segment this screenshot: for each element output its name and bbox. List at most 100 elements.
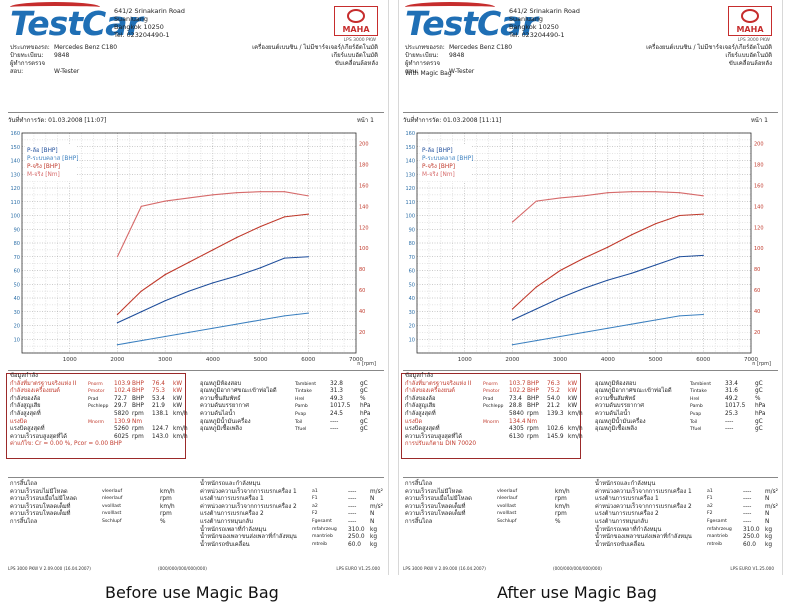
env-unit: gC xyxy=(755,388,763,395)
slip-row: ความเร็วรอบโหลดเต็มที่ nvolllast rpm xyxy=(405,510,585,518)
mass-value: ---- xyxy=(348,488,357,495)
y-right-tick-label: 200 xyxy=(359,141,369,147)
series-point-2 xyxy=(212,249,214,251)
series-point-0 xyxy=(259,267,262,269)
engine-info-line: เครื่องยนต์เบนซิน / ไม่มีชาร์จเจอร์/เกีย… xyxy=(646,44,772,51)
info-label: ผู้ทำการตรวจสอบ: xyxy=(405,60,441,75)
plot-frame xyxy=(21,132,357,354)
environment-row: อุณหภูมิห้องสอบ Tambient 33.4 gC xyxy=(595,381,780,389)
result-unit-2: kW xyxy=(173,388,183,395)
y-left-tick-label: 70 xyxy=(409,255,415,261)
series-point-3 xyxy=(307,195,309,197)
slip-symbol: vleerlauf xyxy=(102,488,123,494)
result-value-1: 4305 xyxy=(509,426,524,433)
legend-entry: P-ล้อ [BHP] xyxy=(422,147,453,154)
series-line-0 xyxy=(512,254,704,321)
mass-unit: kg xyxy=(370,526,378,533)
result-value-2: 139.3 xyxy=(547,410,564,417)
mass-label: น้ำหนักรถขับเคลื่อน xyxy=(595,541,645,548)
env-unit: gC xyxy=(360,388,368,395)
mass-row: ค่าหน่วงความเร็วจากการเบรกเครื่อง 1 a1 ---… xyxy=(595,488,781,496)
env-value: ---- xyxy=(725,418,734,425)
footer-version: LPS 3000 PKW V 2.09.000 (16.04.2007) xyxy=(8,566,91,571)
mass-unit: m/s² xyxy=(765,503,778,510)
y-left-tick-label: 30 xyxy=(14,310,20,316)
slip-row: ความเร็วรอบโหลดเต็มที่ vvolllast km/h xyxy=(10,503,190,511)
result-label: กำลังสูญเสีย xyxy=(405,403,436,410)
info-value: 9848 xyxy=(449,52,465,59)
y-left-tick-label: 110 xyxy=(405,200,415,206)
series-point-3 xyxy=(583,195,585,197)
y-left-tick-label: 40 xyxy=(14,296,20,302)
slip-row: ความเร็วรอบไม่มีโหลด vleerlauf km/h xyxy=(405,488,585,496)
y-right-tick-label: 200 xyxy=(754,141,764,147)
x-tick-label: 2000 xyxy=(505,357,519,363)
env-label: ความดันไอน้ำ xyxy=(200,410,236,417)
env-unit: gC xyxy=(755,426,763,433)
info-value: W-Tester xyxy=(449,68,475,75)
engine-info-line: ขับเคลื่อนล้อหลัง xyxy=(334,60,378,67)
y-right-tick-label: 20 xyxy=(754,330,760,336)
series-point-2 xyxy=(116,313,119,316)
slip-unit: km/h xyxy=(160,503,175,510)
env-symbol: Pamb xyxy=(690,404,703,410)
power-results: ข้อมูลกำลัง กำลังที่มาตรฐานจริงแห่ง II Pno… xyxy=(10,373,188,449)
env-unit: hPa xyxy=(360,403,371,410)
mass-row: ค่าหน่วงความเร็วจากการเบรกเครื่อง 1 a1 ---… xyxy=(200,488,386,496)
vehicle-info-row: ประเภทของรถ: Mercedes Benz C180 xyxy=(10,44,117,52)
legend-bg xyxy=(25,145,77,181)
slip-label: ความเร็วรอบไม่มีโหลด xyxy=(405,488,463,495)
y-right-tick-label: 180 xyxy=(754,162,764,168)
result-unit-1: BHP xyxy=(132,403,144,410)
mass-row: แรงต้านการเบรกเครื่อง 2 F2 ---- N xyxy=(200,510,386,518)
environment-row: อุณหภูมิเชื้อเพลิง Tfuel ---- gC xyxy=(595,426,780,434)
info-value: Mercedes Benz C180 xyxy=(54,44,118,51)
vehicle-info-row: ผู้ทำการตรวจสอบ: W-Tester xyxy=(405,60,512,76)
series-point-1 xyxy=(654,319,657,321)
result-label: กำลังของเครื่องยนต์ xyxy=(405,388,455,395)
slip-label: ความเร็วรอบโหลดเต็มที่ xyxy=(10,503,71,510)
x-tick-label: 1000 xyxy=(63,357,77,363)
mass-label: แรงต้านการเบรกเครื่อง 1 xyxy=(200,496,264,503)
mass-row: น้ำหนักของเพลาขนส่งเพลาที่กำลังหมุน mantr… xyxy=(595,533,781,541)
mass-label: ค่าหน่วงความเร็วจากการเบรกเครื่อง 1 xyxy=(200,488,297,495)
x-tick-label: 2000 xyxy=(110,357,124,363)
env-value: ---- xyxy=(725,426,734,433)
footer-euro: LPS EURO V1.25.000 xyxy=(730,566,774,571)
mass-symbol: mfahrzeug xyxy=(707,526,732,532)
maha-logo: MAHA xyxy=(334,6,378,36)
result-unit-2: km/h xyxy=(568,433,583,440)
legend-entry: M-จริง [Nm] xyxy=(422,171,455,178)
series-point-0 xyxy=(511,319,514,321)
y-left-tick-label: 40 xyxy=(409,296,415,302)
series-point-2 xyxy=(678,214,681,217)
mass-unit: N xyxy=(370,511,375,518)
series-line-1 xyxy=(512,313,704,346)
slip-unit: rpm xyxy=(555,496,567,503)
mass-value: 310.0 xyxy=(348,526,365,533)
slip-unit: km/h xyxy=(555,488,570,495)
mass-row: แรงต้านการเบรกเครื่อง 2 F2 ---- N xyxy=(595,510,781,518)
y-right-tick-label: 100 xyxy=(754,246,764,252)
y-right-tick-label: 120 xyxy=(359,225,369,231)
address-line: Bangkok 10250 xyxy=(509,23,559,31)
result-value-1: 29.7 xyxy=(114,403,127,410)
x-tick-label: 7000 xyxy=(349,357,363,363)
env-value: 33.4 xyxy=(725,380,738,387)
y-right-tick-label: 60 xyxy=(754,288,760,294)
result-value-2: 138.1 xyxy=(152,410,169,417)
mass-unit: N xyxy=(370,496,375,503)
power-result-row: แรงบิดสูงสุดที่ 4305 rpm 102.6 km/h xyxy=(405,426,583,434)
series-point-0 xyxy=(535,308,537,310)
y-left-tick-label: 120 xyxy=(405,186,415,192)
result-value-1: 6025 xyxy=(114,433,129,440)
result-symbol: Prad xyxy=(88,396,99,402)
power-results: ข้อมูลกำลัง กำลังที่มาตรฐานจริงแห่ง II Pno… xyxy=(405,373,583,449)
mass-label: แรงต้านการเบรกเครื่อง 1 xyxy=(595,496,659,503)
bottom-divider xyxy=(403,477,778,478)
slip-symbol: nleerlauf xyxy=(102,496,123,502)
series-point-0 xyxy=(631,272,633,274)
env-value: 31.6 xyxy=(725,388,738,395)
y-left-tick-label: 60 xyxy=(14,269,20,275)
